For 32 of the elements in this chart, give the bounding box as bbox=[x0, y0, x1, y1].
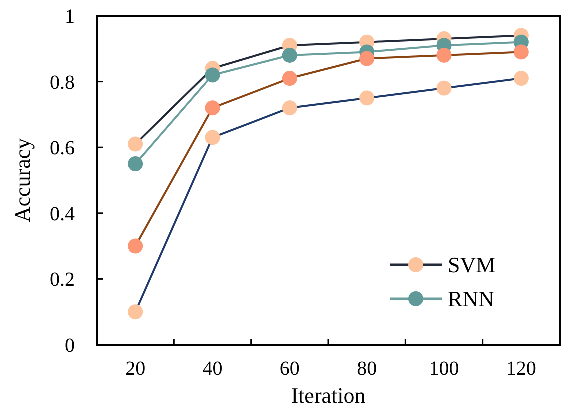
point bbox=[128, 136, 144, 152]
x-tick-label: 20 bbox=[126, 358, 146, 380]
x-tick-label: 40 bbox=[202, 358, 223, 380]
x-axis-title: Iteration bbox=[291, 383, 366, 406]
point bbox=[282, 71, 298, 86]
x-tick-label: 60 bbox=[280, 358, 300, 380]
y-tick-label: 0.6 bbox=[50, 138, 75, 160]
point bbox=[514, 44, 529, 60]
point bbox=[360, 51, 375, 66]
point bbox=[436, 80, 452, 96]
point bbox=[282, 100, 298, 116]
x-tick-label: 80 bbox=[357, 358, 378, 380]
y-tick-label: 1 bbox=[65, 6, 75, 28]
point bbox=[128, 156, 144, 172]
y-tick-label: 0.8 bbox=[50, 72, 75, 94]
point bbox=[282, 48, 298, 63]
point bbox=[514, 71, 529, 86]
legend-label: RNN bbox=[448, 286, 495, 312]
y-axis-title: Accuracy bbox=[10, 138, 35, 223]
point bbox=[128, 304, 144, 320]
x-tick-label: 120 bbox=[506, 358, 536, 380]
point bbox=[360, 90, 375, 106]
point bbox=[205, 68, 220, 83]
x-tick-label: 100 bbox=[429, 358, 460, 380]
y-tick-label: 0 bbox=[65, 335, 75, 357]
y-tick-label: 0.4 bbox=[50, 203, 75, 226]
point bbox=[205, 130, 220, 146]
legend-label: SVM bbox=[448, 252, 496, 278]
point bbox=[205, 100, 220, 116]
y-tick-label: 0.2 bbox=[50, 269, 75, 292]
point bbox=[128, 238, 144, 254]
point bbox=[436, 48, 452, 63]
